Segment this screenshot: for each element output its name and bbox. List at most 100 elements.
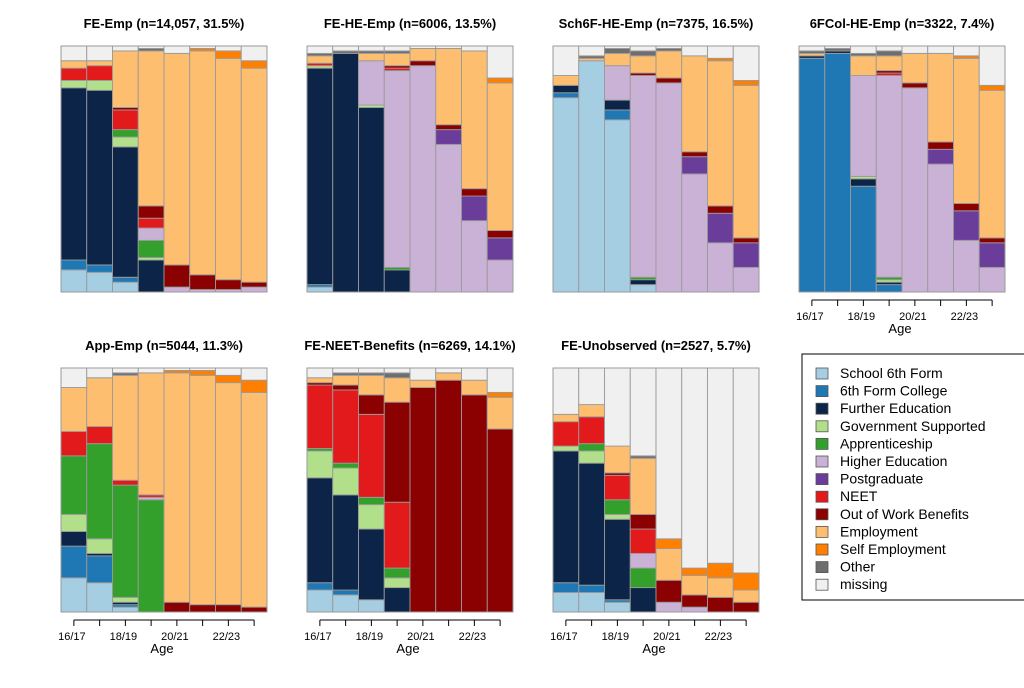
bar-segment-employment [137,50,165,207]
bar-segment-higher-education [409,65,437,293]
bar-segment-employment [901,52,929,84]
bar-segment-employment [358,374,385,396]
bar-segment-apprenticeship [332,462,359,469]
bar-segment-missing [901,45,929,54]
bar-segment-further-education [604,518,631,601]
panel-frame [798,45,1006,293]
bar-segment-out-of-work-benefits [409,60,437,67]
bar-segment-missing [629,45,657,52]
legend-label-out-of-work-benefits: Out of Work Benefits [840,506,969,522]
bar-segment-school-6th-form [306,589,334,613]
bar-segment-out-of-work-benefits [732,237,760,244]
bar-segment-further-education [137,259,165,293]
bar-segment-postgraduate [461,195,488,222]
bar-segment-higher-education [486,259,514,293]
bar-segment-school-6th-form [604,119,631,293]
bar-segment-missing [137,367,165,374]
bar-segment-apprenticeship [383,567,411,579]
bar-segment-missing [112,367,139,374]
bar-segment-further-education [306,477,334,584]
x-tick-label: 18/19 [848,311,876,323]
bar-segment-employment [486,82,514,231]
bar-segment-school-6th-form [60,269,88,293]
x-tick-label: 20/21 [407,631,435,643]
bar-segment-government-supported [60,79,88,89]
bar-segment-missing [163,45,191,54]
bar-segment-6th-form-college [604,109,631,121]
bar-segment-employment [215,382,242,606]
bar-segment-employment [732,84,760,239]
panel-7: FE-Unobserved (n=2527, 5.7%) 16/17 18/19 20… [550,338,760,656]
bar-segment-missing [60,45,88,62]
bar-segment-out-of-work-benefits [732,601,760,613]
bar-segment-missing [383,367,411,374]
bar-segment-apprenticeship [137,239,165,259]
panel-5: App-Emp (n=5044, 11.3%) 16/17 18/19 20/21 22… [58,338,268,656]
bar-segment-out-of-work-benefits [332,384,359,391]
bar-segment-self-employment [215,374,242,384]
bar-segment-employment [732,589,760,603]
bar-segment-neet [578,416,605,445]
bar-segment-employment [604,445,631,474]
bar-segment-out-of-work-benefits [409,387,437,613]
bar-segment-out-of-work-benefits [978,237,1006,244]
bar-segment-school-6th-form [578,60,605,293]
bar-segment-government-supported [306,450,334,479]
x-tick-label: 22/23 [459,631,487,643]
bar-segment-neet [306,384,334,449]
bar-segment-employment [383,377,411,403]
bar-segment-higher-education [901,87,929,293]
x-tick-label: 18/19 [110,631,138,643]
panel-3: Sch6F-HE-Emp (n=7375, 16.5%) [552,16,760,293]
bar-segment-employment [112,50,139,108]
bar-segment-employment [60,387,88,432]
panel-frame [306,367,514,613]
bar-segment-out-of-work-benefits [461,394,488,613]
bar-segment-out-of-work-benefits [629,513,657,530]
bar-segment-further-education [604,99,631,111]
bar-segment-higher-education [978,266,1006,293]
bar-segment-employment [215,57,242,281]
bar-segment-6th-form-college [60,545,88,579]
bar-segment-missing [578,367,605,406]
panel-title: FE-HE-Emp (n=6006, 13.5%) [324,16,496,31]
x-tick-label: 16/17 [58,631,86,643]
bar-segment-missing [798,45,826,52]
bar-segment-neet [137,217,165,229]
bar-segment-government-supported [604,513,631,520]
bar-segment-missing [681,45,708,57]
bar-segment-higher-education [383,70,411,268]
bar-segment-neet [332,389,359,464]
bar-segment-self-employment [486,77,514,84]
bar-segment-employment [655,50,683,79]
bar-segment-out-of-work-benefits [927,141,954,150]
bar-segment-higher-education [655,601,683,613]
bar-segment-higher-education [953,239,980,293]
legend-swatch-other [815,561,829,573]
bar-segment-further-education [112,146,139,278]
x-tick-label: 20/21 [653,631,681,643]
panel-1: FE-Emp (n=14,057, 31.5%) [60,16,268,293]
bar-segment-employment [163,52,191,266]
bar-segment-out-of-work-benefits [215,279,242,290]
legend-swatch-school-6th-form [815,367,829,380]
bar-segment-higher-education [732,266,760,293]
bar-segment-out-of-work-benefits [681,594,708,608]
bar-segment-6th-form-college [332,589,359,596]
bar-segment-missing [358,45,385,52]
bar-segment-further-education [86,89,113,266]
bar-segment-school-6th-form [629,284,657,293]
bar-segment-out-of-work-benefits [435,379,462,613]
bar-segment-out-of-work-benefits [137,205,165,219]
bar-segment-other [604,48,631,54]
bar-segment-missing [461,367,488,381]
legend-swatch-neet [815,490,829,503]
panel-title: FE-NEET-Benefits (n=6269, 14.1%) [304,338,515,353]
bar-segment-missing [60,367,88,388]
bar-segment-out-of-work-benefits [215,604,242,613]
legend-swatch-6th-form-college [815,385,829,398]
bar-segment-school-6th-form [358,599,385,613]
bar-segment-school-6th-form [604,601,631,613]
bar-segment-employment [383,52,411,67]
panel-4: 6FCol-HE-Emp (n=3322, 7.4%) 16/17 18/19 20/… [796,16,1006,336]
